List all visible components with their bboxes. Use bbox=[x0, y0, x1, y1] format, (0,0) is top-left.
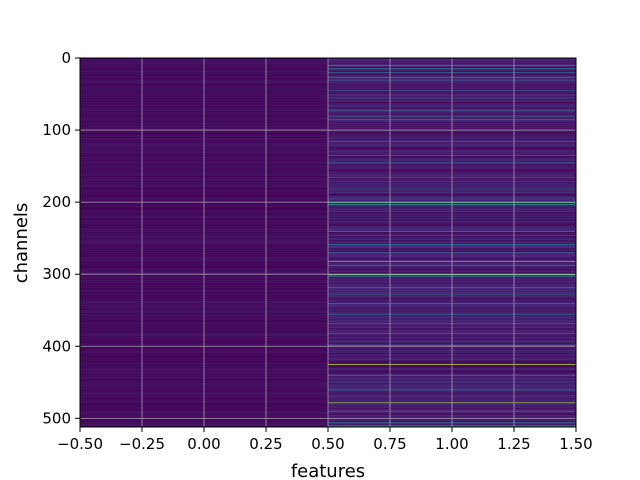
x-axis-label: features bbox=[291, 461, 365, 480]
y-tick-label: 500 bbox=[42, 409, 71, 427]
x-tick-label: 0.50 bbox=[311, 435, 344, 453]
y-tick-label: 100 bbox=[42, 121, 71, 139]
y-tick-label: 200 bbox=[42, 193, 71, 211]
y-axis-label: channels bbox=[11, 203, 32, 284]
x-tick-label: 1.50 bbox=[559, 435, 592, 453]
x-tick-label: −0.50 bbox=[57, 435, 103, 453]
x-tick-label: 1.00 bbox=[435, 435, 468, 453]
y-tick-label: 0 bbox=[61, 49, 71, 67]
x-tick-label: −0.25 bbox=[119, 435, 165, 453]
x-tick-label: 0.25 bbox=[249, 435, 282, 453]
y-axis: 0 100 200 300 400 500 bbox=[42, 49, 80, 427]
y-tick-label: 400 bbox=[42, 337, 71, 355]
x-tick-label: 1.25 bbox=[497, 435, 530, 453]
x-tick-label: 0.00 bbox=[187, 435, 220, 453]
x-axis: −0.50 −0.25 0.00 0.25 0.50 0.75 1.00 1.25 1.50 bbox=[57, 427, 593, 453]
y-tick-label: 300 bbox=[42, 265, 71, 283]
x-tick-label: 0.75 bbox=[373, 435, 406, 453]
